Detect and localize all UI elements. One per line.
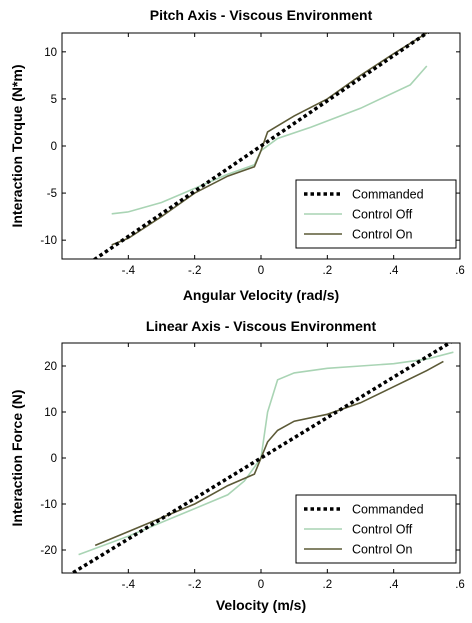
chart-2: Linear Axis - Viscous Environment Velocit… (9, 318, 465, 613)
x-tick-label: 0 (258, 579, 264, 591)
y-tick-label: -5 (47, 188, 57, 200)
y-tick-label: 20 (44, 361, 57, 373)
x-tick-label: .6 (455, 265, 465, 277)
legend: Commanded Control Off Control On (295, 179, 457, 249)
x-tick-label: -.4 (122, 579, 136, 591)
legend: Commanded Control Off Control On (295, 494, 457, 564)
chart-title: Pitch Axis - Viscous Environment (150, 7, 373, 23)
legend-label: Control On (352, 228, 412, 242)
y-tick-label: 0 (51, 453, 57, 465)
y-tick-label: 5 (51, 94, 57, 106)
legend-label: Control On (352, 543, 412, 557)
series-line-control-off (78, 351, 454, 556)
legend-label: Commanded (352, 188, 424, 202)
series-group (69, 343, 454, 573)
x-tick-label: -.2 (188, 265, 201, 277)
y-axis-label: Interaction Torque (N*m) (9, 64, 25, 227)
y-tick-label: 10 (44, 47, 57, 59)
x-tick-label: -.2 (188, 579, 201, 591)
x-tick-label: .2 (323, 579, 333, 591)
x-tick-label: .4 (389, 265, 399, 277)
y-tick-label: 10 (44, 407, 57, 419)
series-group (92, 33, 430, 259)
series-line-control-on (94, 360, 444, 547)
x-tick-label: .2 (323, 265, 333, 277)
legend-label: Control Off (352, 523, 413, 537)
series-line-commanded (92, 33, 430, 259)
legend-label: Control Off (352, 208, 413, 222)
y-tick-label: -10 (40, 235, 57, 247)
y-tick-label: -10 (40, 499, 57, 511)
y-tick-label: 0 (51, 141, 57, 153)
legend-label: Commanded (352, 503, 424, 517)
series-line-control-on (111, 33, 428, 246)
chart-1: Pitch Axis - Viscous Environment Angular … (9, 7, 465, 303)
x-tick-label: .6 (455, 579, 465, 591)
x-axis-label: Angular Velocity (rad/s) (183, 287, 339, 303)
x-tick-label: -.4 (122, 265, 136, 277)
x-axis-label: Velocity (m/s) (216, 597, 306, 613)
y-tick-label: -20 (40, 545, 57, 557)
x-tick-label: 0 (258, 265, 264, 277)
y-axis-label: Interaction Force (N) (9, 390, 25, 527)
x-tick-label: .4 (389, 579, 399, 591)
charts-group: Pitch Axis - Viscous Environment Angular … (9, 7, 465, 613)
chart-title: Linear Axis - Viscous Environment (146, 318, 377, 334)
